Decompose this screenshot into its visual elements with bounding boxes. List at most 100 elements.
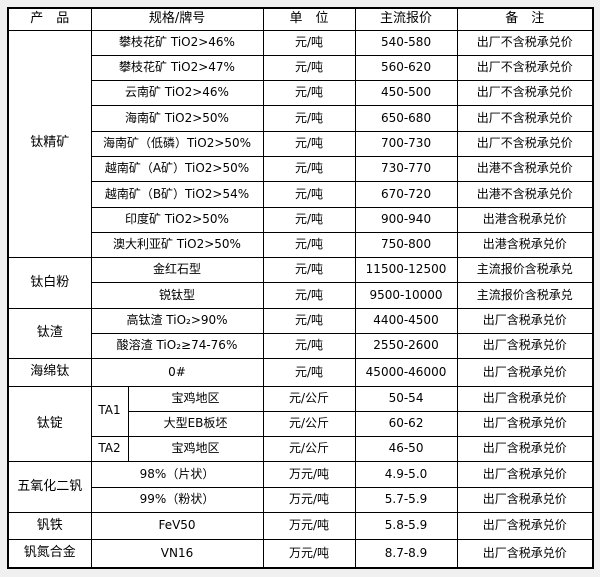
table-row: 海南矿 TiO2>50% 元/吨 650-680 出厂不含税承兑价 [8,105,594,132]
note-cell: 出港不含税承兑价 [456,155,594,183]
price-cell: 60-62 [354,410,458,438]
price-cell: 650-680 [354,105,458,132]
spec-cell: 0# [90,358,264,387]
note-cell: 出厂含税承兑价 [456,461,594,488]
column-header-note: 备 注 [456,7,594,31]
unit-cell: 元/吨 [262,307,356,335]
header-row: 产 品规格/牌号单 位主流报价备 注 [7,7,594,31]
note-cell: 出厂不含税承兑价 [456,130,594,157]
price-cell: 2550-2600 [354,333,458,360]
product-cell: 五氧化二钒 [7,461,92,514]
price-cell: 700-730 [354,130,458,157]
price-cell: 50-54 [354,385,458,412]
spec-cell: 酸溶渣 TiO₂≥74-76% [90,333,264,360]
table-row: 海南矿（低磷）TiO2>50% 元/吨 700-730 出厂不含税承兑价 [8,130,594,157]
spec-cell: 海南矿 TiO2>50% [90,105,264,132]
product-cell: 钛渣 [7,307,92,360]
note-cell: 出厂含税承兑价 [456,539,594,569]
unit-cell: 万元/吨 [262,461,356,488]
product-cell: 钛白粉 [7,257,92,309]
table-row: 印度矿 TiO2>50% 元/吨 900-940 出港含税承兑价 [8,206,594,233]
price-cell: 560-620 [354,54,458,82]
unit-cell: 万元/吨 [262,512,356,541]
unit-cell: 元/公斤 [262,436,356,463]
table-body: 钛精矿 攀枝花矿 TiO2>46% 元/吨 540-580 出厂不含税承兑价 攀枝花矿 T… [7,29,594,569]
unit-cell: 元/公斤 [262,385,356,412]
unit-cell: 元/吨 [262,155,356,183]
unit-cell: 元/吨 [262,333,356,360]
table-header: 产 品规格/牌号单 位主流报价备 注 [7,7,594,31]
note-cell: 出港含税承兑价 [456,206,594,233]
unit-cell: 万元/吨 [262,539,356,569]
note-cell: 出厂含税承兑价 [456,486,594,514]
table-row: 五氧化二钒 98%（片状） 万元/吨 4.9-5.0 出厂含税承兑价 [7,461,594,514]
spec-cell: 宝鸡地区 [127,436,264,463]
table-row: 澳大利亚矿 TiO2>50% 元/吨 750-800 出港含税承兑价 [8,231,594,259]
spec-cell: 印度矿 TiO2>50% [90,206,264,233]
spec-cell: 金红石型 [90,257,264,284]
spec-cell: FeV50 [90,512,264,541]
price-cell: 5.7-5.9 [354,486,458,514]
spec-cell: 大型EB板坯 [127,410,264,438]
note-cell: 主流报价含税承兑 [456,282,594,309]
product-cell: 海绵钛 [7,358,92,387]
spec-cell: 99%（粉状） [90,486,264,514]
unit-cell: 万元/吨 [262,486,356,514]
table-row: 云南矿 TiO2>46% 元/吨 450-500 出厂不含税承兑价 [8,80,594,107]
note-cell: 出厂不含税承兑价 [456,54,594,82]
table-row: 酸溶渣 TiO₂≥74-76% 元/吨 2550-2600 出厂含税承兑价 [8,333,594,360]
note-cell: 出港不含税承兑价 [456,181,594,208]
unit-cell: 元/吨 [262,54,356,82]
note-cell: 出厂含税承兑价 [456,512,594,541]
grade-cell: TA2 [90,436,129,463]
note-cell: 出厂含税承兑价 [456,358,594,387]
price-cell: 46-50 [354,436,458,463]
spec-cell: 云南矿 TiO2>46% [90,80,264,107]
note-cell: 出港含税承兑价 [456,231,594,259]
table-row: 攀枝花矿 TiO2>47% 元/吨 560-620 出厂不含税承兑价 [8,54,594,82]
spec-cell: 98%（片状） [90,461,264,488]
table-row: TA2 宝鸡地区 元/公斤 46-50 出厂含税承兑价 [8,436,594,463]
price-cell: 45000-46000 [354,358,458,387]
note-cell: 出厂不含税承兑价 [456,29,594,56]
note-cell: 出厂不含税承兑价 [456,80,594,107]
price-cell: 5.8-5.9 [354,512,458,541]
spec-cell: 越南矿（A矿）TiO2>50% [90,155,264,183]
product-cell: 钒铁 [7,512,92,541]
table-row: 大型EB板坯 元/公斤 60-62 出厂含税承兑价 [8,410,594,438]
price-cell: 730-770 [354,155,458,183]
table-row: 钛渣 高钛渣 TiO₂>90% 元/吨 4400-4500 出厂含税承兑价 [7,307,594,360]
unit-cell: 元/吨 [262,206,356,233]
table-row: 99%（粉状） 万元/吨 5.7-5.9 出厂含税承兑价 [8,486,594,514]
note-cell: 出厂含税承兑价 [456,410,594,438]
product-cell: 钛精矿 [7,29,92,259]
unit-cell: 元/吨 [262,231,356,259]
table-row: 越南矿（B矿）TiO2>54% 元/吨 670-720 出港不含税承兑价 [8,181,594,208]
table-row: 钒氮合金 VN16 万元/吨 8.7-8.9 出厂含税承兑价 [7,539,594,569]
price-cell: 11500-12500 [354,257,458,284]
table-row: 锐钛型 元/吨 9500-10000 主流报价含税承兑 [8,282,594,309]
price-cell: 4.9-5.0 [354,461,458,488]
table-row: 钛锭 TA1 宝鸡地区 元/公斤 50-54 出厂含税承兑价 [7,385,594,463]
note-cell: 主流报价含税承兑 [456,257,594,284]
grade-cell: TA1 [90,385,129,438]
note-cell: 出厂含税承兑价 [456,333,594,360]
spec-cell: 锐钛型 [90,282,264,309]
table-row: 海绵钛 0# 元/吨 45000-46000 出厂含税承兑价 [7,358,594,387]
table-row: 钒铁 FeV50 万元/吨 5.8-5.9 出厂含税承兑价 [7,512,594,541]
price-cell: 750-800 [354,231,458,259]
note-cell: 出厂含税承兑价 [456,307,594,335]
spec-cell: 宝鸡地区 [127,385,264,412]
unit-cell: 元/吨 [262,29,356,56]
price-cell: 670-720 [354,181,458,208]
table-row: 钛精矿 攀枝花矿 TiO2>46% 元/吨 540-580 出厂不含税承兑价 [7,29,594,259]
product-cell: 钒氮合金 [7,539,92,569]
price-cell: 8.7-8.9 [354,539,458,569]
price-cell: 450-500 [354,80,458,107]
spec-cell: 澳大利亚矿 TiO2>50% [90,231,264,259]
price-cell: 9500-10000 [354,282,458,309]
price-table: 产 品规格/牌号单 位主流报价备 注 钛精矿 攀枝花矿 TiO2>46% 元/吨 54… [7,7,595,569]
note-cell: 出厂不含税承兑价 [456,105,594,132]
unit-cell: 元/吨 [262,358,356,387]
unit-cell: 元/吨 [262,130,356,157]
